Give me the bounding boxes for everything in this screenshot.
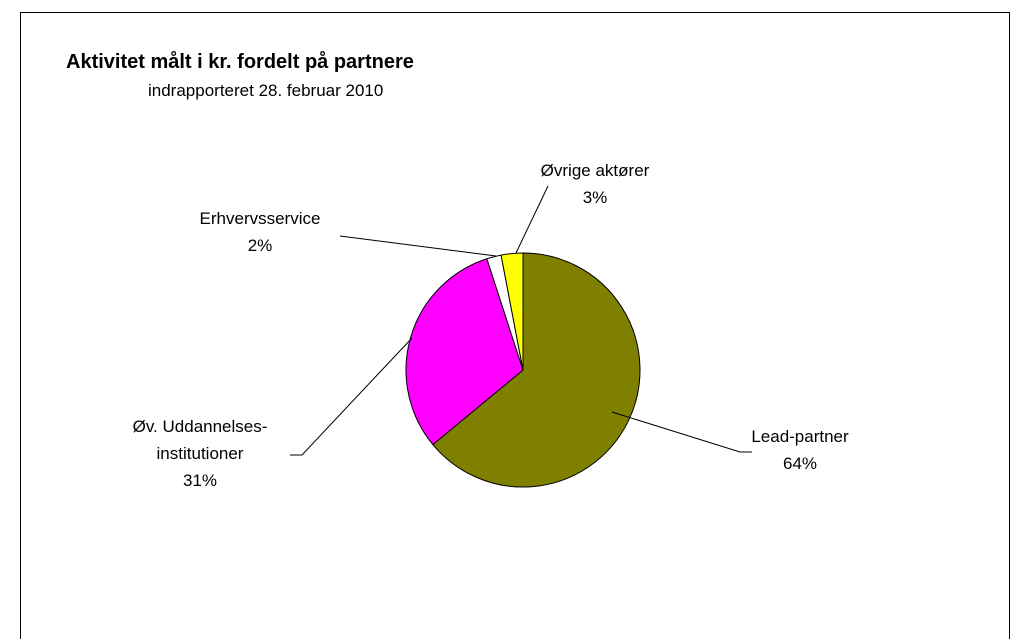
slice-value-label: 3% — [583, 188, 608, 207]
chart-title: Aktivitet målt i kr. fordelt på partnere — [66, 50, 414, 73]
pie-slice — [432, 252, 641, 488]
pie-slice — [500, 252, 524, 371]
leader-line — [515, 185, 549, 254]
slice-label: Lead-partner — [751, 427, 849, 446]
leader-line — [611, 411, 752, 453]
slice-label: Øv. Uddannelses-institutioner — [133, 417, 268, 463]
leader-line — [290, 337, 413, 456]
chart-subtitle: indrapporteret 28. februar 2010 — [148, 81, 383, 100]
slice-value-label: 64% — [783, 454, 817, 473]
slice-label: Erhvervsservice — [200, 209, 321, 228]
slice-label: Øvrige aktører — [541, 161, 650, 180]
pie-slice — [405, 258, 524, 446]
leader-line — [339, 235, 497, 257]
slice-value-label: 31% — [183, 471, 217, 490]
slice-value-label: 2% — [248, 236, 273, 255]
